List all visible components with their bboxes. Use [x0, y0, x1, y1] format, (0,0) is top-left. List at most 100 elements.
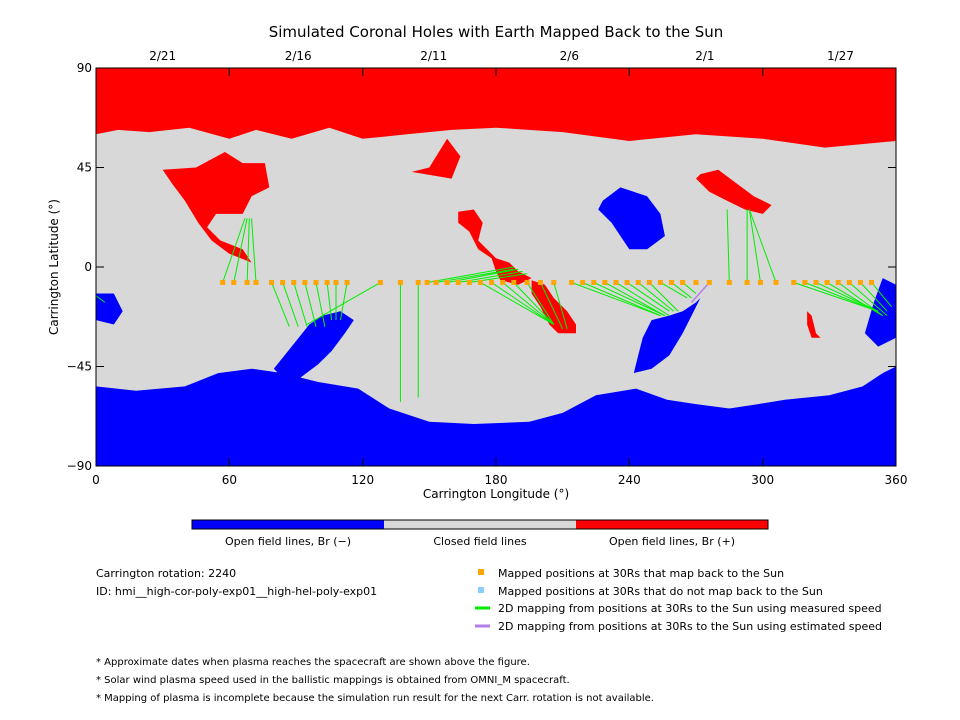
- measured-mapping-line-20: [480, 282, 555, 325]
- x-tick-label-3: 180: [485, 473, 508, 487]
- mapped-point-31: [613, 279, 619, 285]
- mapped-point-2: [244, 279, 250, 285]
- mapped-point-21: [489, 279, 495, 285]
- mapped-point-1: [231, 279, 237, 285]
- mapped-point-41: [744, 279, 750, 285]
- mapped-point-46: [813, 279, 819, 285]
- x-axis-label: Carrington Longitude (°): [423, 487, 569, 501]
- date-tick-label-3: 2/6: [560, 49, 579, 63]
- positive-region-0: [96, 68, 896, 148]
- run-id: ID: hmi__high-cor-poly-exp01__high-hel-p…: [96, 585, 377, 598]
- negative-region-7: [96, 366, 896, 466]
- negative-region-10: [598, 187, 665, 250]
- mapped-point-37: [680, 279, 686, 285]
- mapped-point-5: [280, 279, 286, 285]
- mapped-point-4: [269, 279, 275, 285]
- measured-mapping-line-33: [637, 282, 675, 312]
- measured-mapping-line-1: [233, 218, 248, 283]
- measured-mapping-line-8: [315, 282, 326, 327]
- negative-region-12: [864, 278, 896, 347]
- measured-mapping-line-4: [271, 282, 290, 327]
- y-tick-label-4: −90: [67, 459, 92, 473]
- colorbar-segment-0: [192, 520, 384, 529]
- measured-mapping-line-35: [660, 282, 688, 299]
- positive-region-2: [411, 138, 461, 179]
- mapped-point-16: [433, 279, 439, 285]
- estimated-mapping-line-0: [690, 281, 710, 303]
- footnote-2: * Solar wind plasma speed used in the ba…: [96, 675, 570, 686]
- mapped-point-23: [511, 279, 517, 285]
- mapped-point-15: [424, 279, 430, 285]
- mapped-point-20: [477, 279, 483, 285]
- measured-mapping-line-32: [626, 282, 670, 312]
- positive-region-6: [807, 311, 821, 338]
- mapped-point-32: [624, 279, 630, 285]
- mapped-point-3: [253, 279, 259, 285]
- measured-mapping-line-25: [539, 282, 564, 330]
- mapped-point-36: [669, 279, 675, 285]
- footnote-3: * Mapping of plasma is incomplete becaus…: [96, 693, 654, 704]
- measured-mapping-line-6: [293, 282, 308, 327]
- mapped-point-10: [333, 279, 339, 285]
- measured-mapping-line-34: [648, 282, 679, 312]
- mapped-point-6: [291, 279, 297, 285]
- y-tick-label-2: 0: [84, 260, 92, 274]
- measured-mapping-line-41: [748, 209, 777, 283]
- mapped-point-30: [602, 279, 608, 285]
- measured-mapping-line-28: [582, 282, 661, 317]
- legend-estimated-label: 2D mapping from positions at 30Rs to the…: [498, 620, 882, 633]
- mapped-point-27: [569, 279, 575, 285]
- measured-mapping-line-15: [427, 266, 514, 283]
- measured-mapping-line-26: [553, 282, 568, 330]
- mapped-point-28: [580, 279, 586, 285]
- negative-region-11: [633, 289, 710, 374]
- x-axis: 0 60 120 180 240 300 360: [92, 68, 907, 487]
- mapped-point-0: [220, 279, 226, 285]
- carrington-rotation: Carrington rotation: 2240: [96, 567, 236, 580]
- mapped-point-9: [324, 279, 330, 285]
- measured-mapping-line-43: [804, 282, 879, 312]
- mapped-point-18: [455, 279, 461, 285]
- measured-mapping-line-12: [306, 282, 381, 325]
- colorbar-segment-1: [384, 520, 576, 529]
- footpoints: [220, 279, 875, 285]
- mapped-point-51: [869, 279, 875, 285]
- date-tick-label-5: 1/27: [827, 49, 854, 63]
- mapped-point-42: [757, 279, 763, 285]
- measured-mapping-line-36: [671, 282, 692, 299]
- measured-mapping-line-9: [326, 282, 333, 321]
- x-tick-label-6: 360: [885, 473, 908, 487]
- colorbar-frame: [191, 519, 769, 530]
- mapped-point-47: [824, 279, 830, 285]
- mapped-point-39: [706, 279, 712, 285]
- mapped-point-35: [657, 279, 663, 285]
- measured-mapping-line-29: [593, 282, 666, 317]
- mapped-point-43: [773, 279, 779, 285]
- colorbar-label-2: Open field lines, Br (+): [609, 535, 735, 548]
- mapped-point-26: [551, 279, 557, 285]
- measured-mapping-line-22: [502, 282, 555, 325]
- positive-region-1: [162, 152, 270, 263]
- mapped-point-44: [791, 279, 797, 285]
- y-tick-label-3: −45: [67, 360, 92, 374]
- measured-mapping-line-0: [222, 218, 246, 283]
- mapped-point-17: [444, 279, 450, 285]
- x-tick-label-5: 300: [751, 473, 774, 487]
- mapped-point-49: [846, 279, 852, 285]
- measured-mapping-line-11: [339, 282, 348, 321]
- legend-mapped-swatch: [478, 569, 484, 575]
- mapped-point-34: [646, 279, 652, 285]
- positive-region-5: [696, 169, 772, 214]
- measured-mapping-line-50: [96, 295, 106, 303]
- y-axis-label: Carrington Latitude (°): [47, 199, 61, 335]
- measured-mapping-line-30: [604, 282, 666, 317]
- x-tick-label-2: 120: [351, 473, 374, 487]
- measured-mapping-line-42: [793, 282, 879, 312]
- mapped-point-19: [466, 279, 472, 285]
- measured-mapping-line-40: [748, 209, 761, 283]
- mapped-point-24: [524, 279, 530, 285]
- mapped-point-13: [397, 279, 403, 285]
- legend: Mapped positions at 30Rs that map back t…: [475, 567, 882, 633]
- legend-unmapped-swatch: [478, 587, 484, 593]
